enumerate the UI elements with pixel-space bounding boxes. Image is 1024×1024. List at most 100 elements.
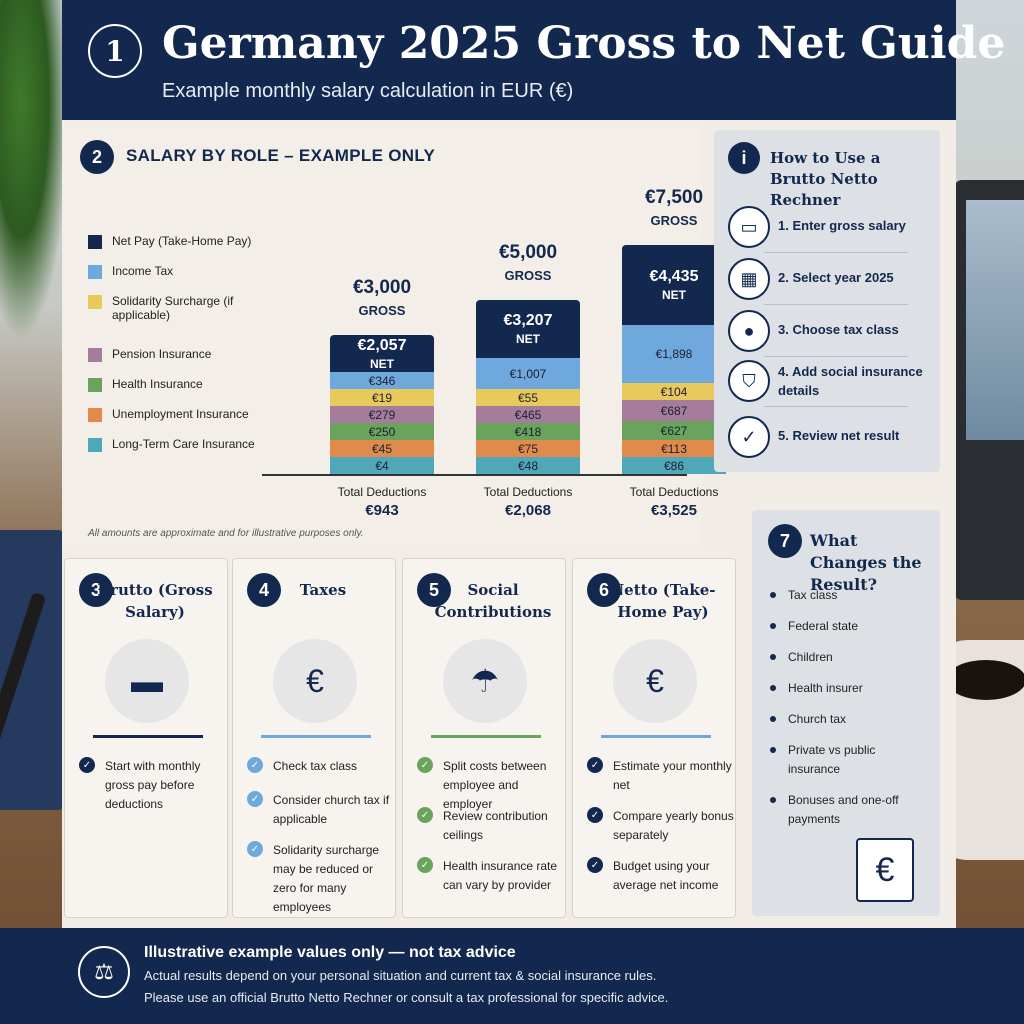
hand-euro-icon: € [613, 639, 697, 723]
legend-swatch [88, 235, 102, 249]
what-changes-panel: 7 What Changes the Result? Tax class Fede… [752, 510, 940, 916]
legend-item: Pension Insurance [88, 347, 268, 362]
legend-label: Pension Insurance [112, 347, 212, 361]
bullet-dot [770, 623, 776, 629]
step-divider [764, 304, 908, 305]
total-deductions-label: Total Deductions [337, 485, 427, 499]
net-pay-segment: €3,207 NET [476, 300, 580, 358]
section-number: 2 [80, 140, 114, 174]
step-divider [764, 406, 908, 407]
legend-item: Solidarity Surcharge (if applicable) [88, 294, 268, 322]
legend-item: Income Tax [88, 264, 268, 279]
legend-swatch [88, 348, 102, 362]
box-divider [93, 735, 203, 738]
net-label: NET [370, 356, 394, 371]
footer-line-2: Please use an official Brutto Netto Rech… [144, 990, 669, 1005]
page-subtitle: Example monthly salary calculation in EU… [162, 80, 574, 102]
legend-swatch [88, 295, 102, 309]
laptop-decoration [954, 180, 1024, 600]
change-item: Tax class [770, 586, 930, 605]
scales-icon: ⚖ [78, 946, 130, 998]
page-title: Germany 2025 Gross to Net Guide [162, 18, 1006, 69]
net-amount: €3,207 [503, 312, 553, 329]
bar-segment: €250 [330, 423, 434, 440]
change-item: Church tax [770, 710, 930, 729]
monitor-icon: ▭ [728, 206, 770, 248]
change-item: Private vs public insurance [770, 741, 930, 779]
document-euro-magnifier-icon: € [856, 838, 914, 902]
check-icon: ✓ [417, 857, 433, 873]
gross-label: GROSS [358, 303, 406, 318]
total-deductions-value: €2,068 [505, 502, 551, 519]
stacked-bar-chart: €4 €45 €250 €279 €19 €346 €2,057 NET GROSS €3,000… [262, 162, 726, 542]
section-number: 6 [587, 573, 621, 607]
plant-decoration [0, 0, 70, 340]
bar-segment: €104 [622, 383, 726, 400]
bar-segment: €19 [330, 389, 434, 406]
how-to-title: How to Use a Brutto Netto Rechner [770, 149, 881, 209]
section-number: 4 [247, 573, 281, 607]
bar-segment: €1,898 [622, 325, 726, 383]
chart-disclaimer: All amounts are approximate and for illu… [88, 528, 364, 539]
bullet-text: Review contribution ceilings [443, 809, 548, 842]
legend-swatch [88, 408, 102, 422]
bullet-text: Budget using your average net income [613, 859, 719, 892]
bullet-text: Health insurance rate can vary by provid… [443, 859, 558, 892]
change-item: Children [770, 648, 930, 667]
change-item: Health insurer [770, 679, 930, 698]
bar-segment: €1,007 [476, 358, 580, 389]
bar-segment: €48 [476, 457, 580, 474]
footer-line-1: Actual results depend on your personal s… [144, 968, 657, 983]
box-title: Netto (Take-Home Pay) [610, 581, 716, 621]
shield-icon: ⛉ [728, 360, 770, 402]
legend-label: Income Tax [112, 264, 174, 278]
howto-step-text: 3. Choose tax class [778, 322, 899, 337]
x-axis-line [262, 474, 687, 476]
calendar-icon: ▦ [728, 258, 770, 300]
box-divider [601, 735, 711, 738]
section-number: 7 [768, 524, 802, 558]
legend-label: Health Insurance [112, 377, 203, 391]
legend-item: Long-Term Care Insurance [88, 437, 268, 452]
bar-segment: €418 [476, 423, 580, 440]
total-deductions-label: Total Deductions [483, 485, 573, 499]
info-box-5: 5 Social Contributions ☂ ✓ Split costs betwe… [402, 558, 566, 918]
bar-segment: €687 [622, 400, 726, 421]
wallet-icon: ▬ [105, 639, 189, 723]
bar-segment: €4 [330, 457, 434, 474]
footer-title: Illustrative example values only — not t… [144, 944, 516, 961]
bullet-text: Compare yearly bonus separately [613, 809, 734, 842]
bar-segment: €45 [330, 440, 434, 457]
legend-item: Net Pay (Take-Home Pay) [88, 234, 268, 249]
howto-step-text: 2. Select year 2025 [778, 270, 894, 285]
info-box-3: 3 Brutto (Gross Salary) ▬ ✓ Start with month… [64, 558, 228, 918]
person-icon: ● [728, 310, 770, 352]
salary-chart-panel: 2 SALARY BY ROLE – EXAMPLE ONLY Net Pay … [62, 122, 726, 550]
gross-amount: €3,000 [352, 277, 412, 298]
bar-segment: €627 [622, 421, 726, 440]
laptop-screen [966, 200, 1024, 440]
bar-group: €4 €45 €250 €279 €19 €346 €2,057 NET GROSS €3,000… [330, 162, 434, 542]
bar-segment: €75 [476, 440, 580, 457]
change-item-text: Health insurer [788, 681, 863, 695]
gross-amount: €5,000 [498, 242, 558, 263]
info-icon: i [728, 142, 760, 174]
bar-segment: €55 [476, 389, 580, 406]
box-title: Social Contributions [434, 581, 552, 621]
box-divider [431, 735, 541, 738]
change-item: Bonuses and one-off payments [770, 791, 930, 829]
gross-label: GROSS [504, 268, 552, 283]
infographic-card: 1 Germany 2025 Gross to Net Guide Exampl… [62, 0, 1005, 1024]
howto-step-text: 1. Enter gross salary [778, 218, 906, 233]
section-number: 3 [79, 573, 113, 607]
bar-group: €48 €75 €418 €465 €55 €1,007 €3,207 NET GROSS €5,… [476, 162, 580, 542]
chart-title: SALARY BY ROLE – EXAMPLE ONLY [126, 146, 436, 165]
coffee [946, 660, 1024, 700]
bullet-dot [770, 747, 776, 753]
bullet-text: Check tax class [273, 759, 358, 773]
what-changes-title: What Changes the Result? [810, 531, 922, 594]
net-pay-segment: €4,435 NET [622, 245, 726, 325]
total-deductions-label: Total Deductions [629, 485, 719, 499]
legend-item: Health Insurance [88, 377, 268, 392]
legend-label: Long-Term Care Insurance [112, 437, 255, 451]
